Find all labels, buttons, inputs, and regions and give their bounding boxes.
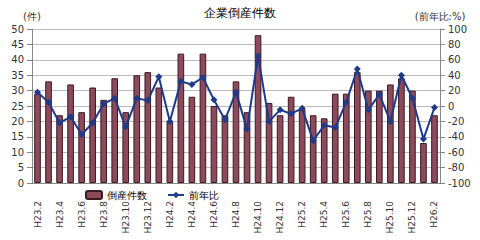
svg-text:H25.8: H25.8 [363, 201, 373, 228]
svg-text:35: 35 [11, 70, 24, 81]
svg-text:前年比: 前年比 [189, 190, 219, 201]
svg-text:100: 100 [448, 24, 467, 35]
svg-text:H25.10: H25.10 [385, 201, 395, 234]
svg-text:-100: -100 [448, 178, 471, 189]
svg-text:10: 10 [11, 147, 24, 158]
svg-text:-60: -60 [448, 147, 464, 158]
svg-text:-20: -20 [448, 116, 464, 127]
svg-text:(前年比:%): (前年比:%) [415, 11, 466, 22]
svg-text:H23.4: H23.4 [55, 201, 65, 228]
svg-text:H23.2: H23.2 [33, 201, 43, 228]
svg-text:20: 20 [11, 116, 24, 127]
svg-text:0: 0 [448, 101, 454, 112]
svg-text:H24.4: H24.4 [187, 201, 197, 228]
svg-text:H24.8: H24.8 [231, 201, 241, 228]
svg-text:H25.12: H25.12 [407, 201, 417, 234]
svg-text:60: 60 [448, 54, 461, 65]
svg-text:H23.8: H23.8 [99, 201, 109, 228]
svg-text:H23.12: H23.12 [143, 201, 153, 234]
svg-text:40: 40 [448, 70, 461, 81]
svg-text:企業倒産件数: 企業倒産件数 [204, 6, 276, 20]
svg-text:H25.2: H25.2 [297, 201, 307, 228]
svg-text:H24.10: H24.10 [253, 201, 263, 234]
svg-text:H24.6: H24.6 [209, 201, 219, 228]
svg-text:倒産件数: 倒産件数 [107, 190, 147, 201]
svg-text:50: 50 [11, 24, 24, 35]
svg-text:-40: -40 [448, 131, 464, 142]
svg-text:H26.2: H26.2 [429, 201, 439, 228]
svg-text:45: 45 [11, 39, 24, 50]
svg-text:30: 30 [11, 85, 24, 96]
svg-text:5: 5 [18, 162, 24, 173]
svg-text:0: 0 [18, 178, 24, 189]
svg-text:H24.12: H24.12 [275, 201, 285, 234]
svg-text:-80: -80 [448, 162, 464, 173]
svg-text:H23.10: H23.10 [121, 201, 131, 234]
svg-text:80: 80 [448, 39, 461, 50]
svg-text:25: 25 [11, 101, 24, 112]
svg-text:20: 20 [448, 85, 461, 96]
svg-text:15: 15 [11, 131, 24, 142]
svg-text:H25.6: H25.6 [341, 201, 351, 228]
svg-text:H25.4: H25.4 [319, 201, 329, 228]
svg-text:(件): (件) [23, 11, 41, 22]
svg-text:H24.2: H24.2 [165, 201, 175, 228]
svg-text:40: 40 [11, 54, 24, 65]
svg-text:H23.6: H23.6 [77, 201, 87, 228]
